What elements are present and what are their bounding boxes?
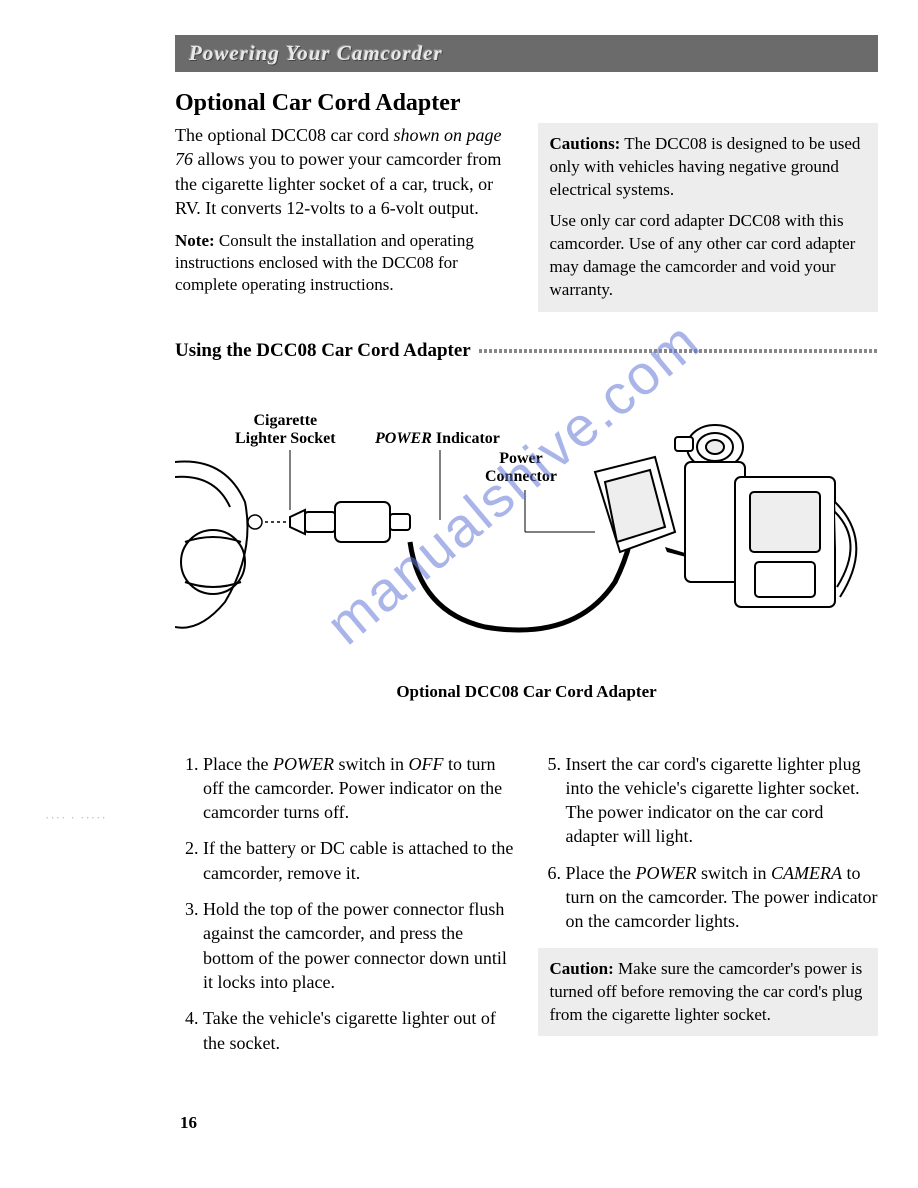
steps-columns: Place the POWER switch in OFF to turn of… [175,752,878,1067]
s5-before: Insert the car cord's cigarette lighter … [566,754,861,847]
s3-before: Hold the top of the power connector flus… [203,899,507,992]
steps-left: Place the POWER switch in OFF to turn of… [175,752,516,1067]
intro-left: The optional DCC08 car cord shown on pag… [175,123,516,312]
intro-paragraph: The optional DCC08 car cord shown on pag… [175,123,516,220]
steps-list-left: Place the POWER switch in OFF to turn of… [175,752,516,1055]
caution-label: Cautions: [550,134,621,153]
s4-before: Take the vehicle's cigarette lighter out… [203,1008,496,1052]
s6-before: Place the [566,863,636,883]
caution-box-bottom: Caution: Make sure the camcorder's power… [538,948,879,1037]
note-label: Note: [175,231,215,250]
caution2-label: Caution: [550,959,614,978]
intro-right: Cautions: The DCC08 is designed to be us… [538,123,879,312]
step-6: Place the POWER switch in CAMERA to turn… [566,861,879,934]
subsection-heading-row: Using the DCC08 Car Cord Adapter [175,340,878,362]
heading-rule [479,349,878,353]
step-1: Place the POWER switch in OFF to turn of… [203,752,516,825]
caution-box-top: Cautions: The DCC08 is designed to be us… [538,123,879,312]
intro-text-before: The optional DCC08 car cord [175,125,393,145]
s1-before: Place the [203,754,273,774]
step-5: Insert the car cord's cigarette lighter … [566,752,879,849]
s6-i1: POWER [635,863,696,883]
step-4: Take the vehicle's cigarette lighter out… [203,1006,516,1055]
diagram-caption: Optional DCC08 Car Cord Adapter [396,682,656,702]
scan-artifact: ···· · ····· [45,810,107,826]
note-text: Consult the installation and operating i… [175,231,474,294]
s1-i1: POWER [273,754,334,774]
s2-before: If the battery or DC cable is attached t… [203,838,513,882]
s6-i2: CAMERA [771,863,842,883]
note-paragraph: Note: Consult the installation and opera… [175,230,516,296]
s1-i2: OFF [408,754,443,774]
s1-mid: switch in [334,754,409,774]
s6-mid: switch in [696,863,771,883]
steps-list-right: Insert the car cord's cigarette lighter … [538,752,879,934]
diagram-area: Cigarette Lighter Socket POWER Indicator… [175,402,878,702]
step-3: Hold the top of the power connector flus… [203,897,516,994]
page-number: 16 [180,1113,197,1133]
caution-p1: Cautions: The DCC08 is designed to be us… [550,133,867,202]
subsection-title: Using the DCC08 Car Cord Adapter [175,340,471,362]
intro-text-after: allows you to power your camcorder from … [175,149,501,218]
steps-right: Insert the car cord's cigarette lighter … [538,752,879,1067]
chapter-title-bar: Powering Your Camcorder [175,35,878,72]
diagram-svg [175,402,878,672]
intro-columns: The optional DCC08 car cord shown on pag… [175,123,878,312]
step-2: If the battery or DC cable is attached t… [203,836,516,885]
caution-p2: Use only car cord adapter DCC08 with thi… [550,210,867,302]
section-heading: Optional Car Cord Adapter [175,90,878,117]
